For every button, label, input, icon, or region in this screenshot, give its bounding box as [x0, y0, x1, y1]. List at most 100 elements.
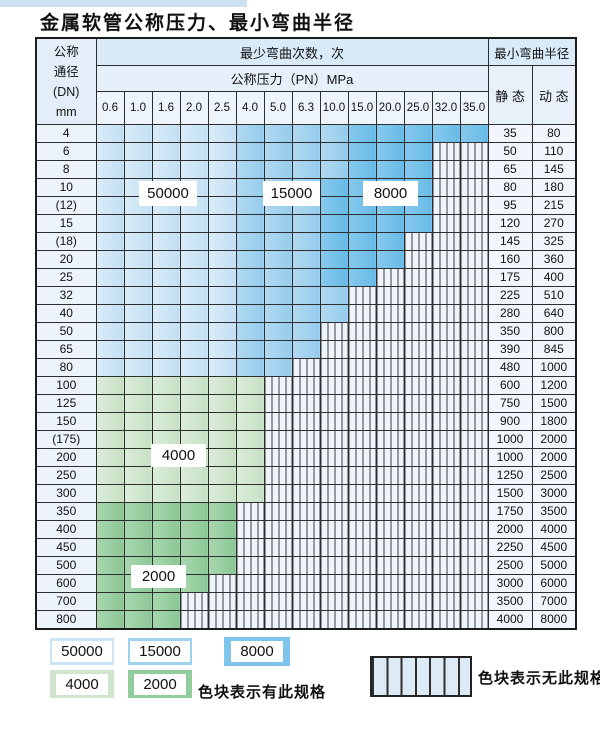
cell-spec-4000 — [235, 376, 265, 395]
cell-spec-15000 — [263, 268, 293, 287]
decorative-top-strip — [0, 0, 247, 7]
cell-spec-4000 — [123, 394, 153, 413]
cell-spec-4000 — [235, 412, 265, 431]
dynamic-radius-cell: 80 — [531, 124, 577, 143]
cell-no-spec — [235, 502, 265, 521]
cell-no-spec — [459, 412, 489, 431]
static-radius-cell: 1750 — [487, 502, 533, 521]
cell-no-spec — [459, 376, 489, 395]
pressure-tick: 1.6 — [151, 91, 181, 125]
cell-no-spec — [431, 556, 461, 575]
cell-spec-50000 — [123, 304, 153, 323]
cell-no-spec — [459, 178, 489, 197]
cell-no-spec — [403, 268, 433, 287]
dn-cell: (175) — [35, 430, 97, 449]
cell-no-spec — [403, 592, 433, 611]
cell-spec-50000 — [179, 160, 209, 179]
cell-spec-50000 — [207, 250, 237, 269]
pressure-tick: 2.5 — [207, 91, 237, 125]
cell-spec-50000 — [151, 304, 181, 323]
dynamic-radius-cell: 640 — [531, 304, 577, 323]
cell-spec-4000 — [151, 394, 181, 413]
cell-no-spec — [319, 520, 349, 539]
dn-cell: 10 — [35, 178, 97, 197]
table-row: 250 1250 2500 — [35, 466, 577, 485]
dn-header-line: mm — [55, 104, 77, 119]
cell-no-spec — [403, 502, 433, 521]
table-body: 4 35 80 6 50 110 8 65 145 10 80 180 (12) 95 215 15 120 27… — [35, 124, 577, 630]
cell-spec-15000 — [263, 142, 293, 161]
cell-spec-50000 — [95, 160, 125, 179]
cell-no-spec — [403, 340, 433, 359]
cell-spec-15000 — [291, 124, 321, 143]
cell-spec-15000 — [263, 124, 293, 143]
legend-swatch-8000: 8000 — [224, 637, 290, 666]
cell-no-spec — [263, 430, 293, 449]
cell-spec-15000 — [263, 322, 293, 341]
table-row: 50 350 800 — [35, 322, 577, 341]
static-column-header: 静 态 — [487, 65, 533, 125]
band-label-2000: 2000 — [131, 565, 186, 588]
cell-no-spec — [319, 502, 349, 521]
cell-spec-8000 — [347, 250, 377, 269]
pressure-tick: 2.0 — [179, 91, 209, 125]
legend-swatch-label: 2000 — [134, 673, 186, 695]
cell-no-spec — [263, 556, 293, 575]
dynamic-radius-cell: 360 — [531, 250, 577, 269]
dynamic-radius-cell: 5000 — [531, 556, 577, 575]
cell-spec-50000 — [207, 178, 237, 197]
cell-no-spec — [403, 484, 433, 503]
cell-no-spec — [459, 286, 489, 305]
cell-no-spec — [375, 394, 405, 413]
cell-spec-8000 — [375, 232, 405, 251]
cell-spec-15000 — [291, 322, 321, 341]
cell-spec-15000 — [291, 268, 321, 287]
cell-spec-8000 — [375, 142, 405, 161]
static-radius-cell: 50 — [487, 142, 533, 161]
cell-no-spec — [347, 466, 377, 485]
cell-no-spec — [431, 394, 461, 413]
cell-no-spec — [459, 502, 489, 521]
cell-spec-50000 — [151, 340, 181, 359]
table-row: 80 480 1000 — [35, 358, 577, 377]
cell-spec-2000 — [95, 592, 125, 611]
band-label-4000: 4000 — [151, 444, 206, 467]
band-label-50000: 50000 — [139, 181, 197, 206]
static-radius-cell: 35 — [487, 124, 533, 143]
table-row: 600 3000 6000 — [35, 574, 577, 593]
cell-spec-8000 — [319, 178, 349, 197]
cell-spec-50000 — [151, 286, 181, 305]
bend-radius-header: 最小弯曲半径 — [487, 37, 577, 66]
table-row: 32 225 510 — [35, 286, 577, 305]
cell-spec-2000 — [123, 610, 153, 630]
cell-no-spec — [347, 538, 377, 557]
cell-spec-15000 — [291, 160, 321, 179]
static-radius-cell: 2250 — [487, 538, 533, 557]
cell-no-spec — [235, 520, 265, 539]
cell-spec-15000 — [263, 250, 293, 269]
cell-no-spec — [459, 610, 489, 630]
pressure-tick: 15.0 — [347, 91, 377, 125]
dynamic-radius-cell: 800 — [531, 322, 577, 341]
cell-spec-50000 — [95, 250, 125, 269]
cell-spec-15000 — [235, 160, 265, 179]
cell-no-spec — [431, 232, 461, 251]
cell-no-spec — [459, 448, 489, 467]
cell-no-spec — [291, 448, 321, 467]
dynamic-radius-cell: 510 — [531, 286, 577, 305]
cell-no-spec — [375, 412, 405, 431]
cell-spec-15000 — [235, 196, 265, 215]
dynamic-radius-cell: 2500 — [531, 466, 577, 485]
cell-spec-15000 — [291, 232, 321, 251]
cell-spec-15000 — [291, 304, 321, 323]
cell-no-spec — [459, 160, 489, 179]
dynamic-radius-cell: 1200 — [531, 376, 577, 395]
dn-cell: 80 — [35, 358, 97, 377]
cell-no-spec — [375, 376, 405, 395]
cell-spec-50000 — [123, 250, 153, 269]
cell-spec-4000 — [95, 394, 125, 413]
cell-spec-50000 — [179, 124, 209, 143]
cell-no-spec — [263, 376, 293, 395]
cell-no-spec — [403, 322, 433, 341]
cell-no-spec — [375, 286, 405, 305]
